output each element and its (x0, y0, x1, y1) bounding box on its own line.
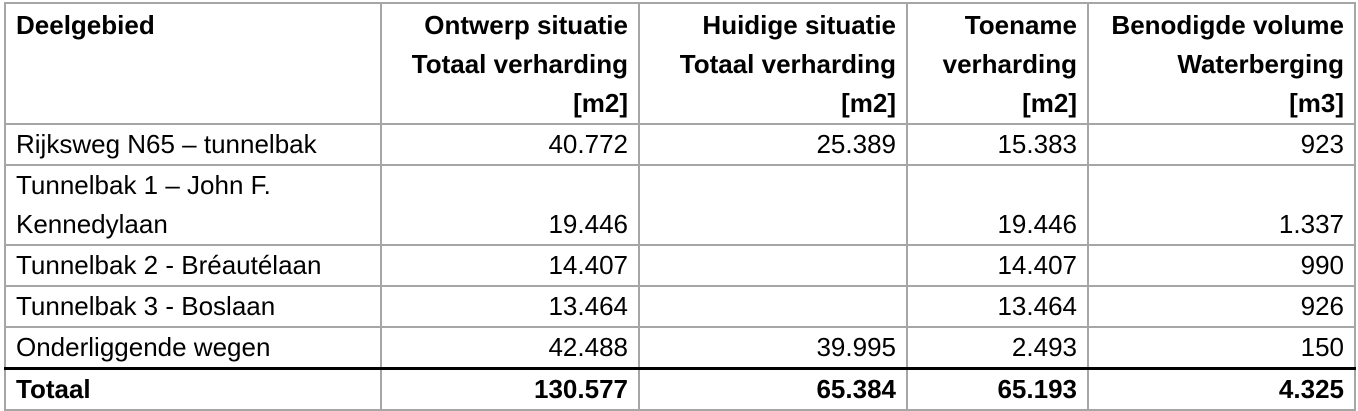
header-toename: Toename verharding [m2] (906, 2, 1089, 125)
header-line: [m2] (1022, 88, 1077, 118)
cell-ontwerp: 42.488 (380, 326, 640, 370)
water-storage-table: Deelgebied Ontwerp situatie Totaal verha… (4, 2, 1356, 411)
row-label-line: Kennedylaan (16, 209, 168, 239)
row-label: Rijksweg N65 – tunnelbak (4, 123, 382, 166)
cell-toename: 19.446 (906, 164, 1089, 246)
row-label: Tunnelbak 1 – John F. Kennedylaan (4, 164, 382, 246)
row-label-line: Rijksweg N65 – tunnelbak (16, 129, 317, 159)
row-label-line: Tunnelbak 3 - Boslaan (16, 291, 276, 321)
row-label: Onderliggende wegen (4, 326, 382, 370)
table-row: Tunnelbak 1 – John F. Kennedylaan 19.446… (4, 164, 1356, 246)
table-row: Tunnelbak 2 - Bréautélaan 14.407 14.407 … (4, 244, 1356, 287)
header-line: [m3] (1289, 88, 1344, 118)
cell-huidig (638, 164, 908, 246)
header-line: [m2] (841, 88, 896, 118)
cell-ontwerp: 14.407 (380, 244, 640, 287)
header-line: Deelgebied (16, 10, 155, 40)
header-line: [m2] (573, 88, 628, 118)
cell-huidig (638, 285, 908, 328)
row-label: Tunnelbak 2 - Bréautélaan (4, 244, 382, 287)
cell-toename: 2.493 (906, 326, 1089, 370)
row-label-line: Onderliggende wegen (16, 332, 271, 362)
total-volume: 4.325 (1087, 367, 1356, 411)
row-label: Tunnelbak 3 - Boslaan (4, 285, 382, 328)
header-ontwerp: Ontwerp situatie Totaal verharding [m2] (380, 2, 640, 125)
cell-ontwerp: 40.772 (380, 123, 640, 166)
cell-toename: 13.464 (906, 285, 1089, 328)
table-row: Rijksweg N65 – tunnelbak 40.772 25.389 1… (4, 123, 1356, 166)
total-row: Totaal 130.577 65.384 65.193 4.325 (4, 367, 1356, 411)
header-volume: Benodigde volume Waterberging [m3] (1087, 2, 1356, 125)
header-line: Totaal verharding (679, 49, 896, 79)
cell-toename: 14.407 (906, 244, 1089, 287)
cell-toename: 15.383 (906, 123, 1089, 166)
total-label: Totaal (4, 367, 382, 411)
table-row: Tunnelbak 3 - Boslaan 13.464 13.464 926 (4, 285, 1356, 328)
cell-huidig (638, 244, 908, 287)
row-label-line: Tunnelbak 2 - Bréautélaan (16, 250, 322, 280)
cell-volume: 990 (1087, 244, 1356, 287)
total-toename: 65.193 (906, 367, 1089, 411)
cell-huidig: 25.389 (638, 123, 908, 166)
total-huidig: 65.384 (638, 367, 908, 411)
header-huidig: Huidige situatie Totaal verharding [m2] (638, 2, 908, 125)
cell-huidig: 39.995 (638, 326, 908, 370)
table-row: Onderliggende wegen 42.488 39.995 2.493 … (4, 326, 1356, 370)
header-line: Ontwerp situatie (424, 10, 628, 40)
header-line: Waterberging (1177, 49, 1344, 79)
cell-ontwerp: 13.464 (380, 285, 640, 328)
cell-ontwerp: 19.446 (380, 164, 640, 246)
cell-volume: 1.337 (1087, 164, 1356, 246)
header-line: Benodigde volume (1111, 10, 1344, 40)
header-deelgebied: Deelgebied (4, 2, 382, 125)
header-line: Toename (964, 10, 1077, 40)
header-line: Huidige situatie (702, 10, 896, 40)
cell-volume: 923 (1087, 123, 1356, 166)
cell-volume: 150 (1087, 326, 1356, 370)
row-label-line: Tunnelbak 1 – John F. (16, 170, 271, 200)
total-ontwerp: 130.577 (380, 367, 640, 411)
header-line: Totaal verharding (411, 49, 628, 79)
cell-volume: 926 (1087, 285, 1356, 328)
header-row: Deelgebied Ontwerp situatie Totaal verha… (4, 2, 1356, 125)
header-line: verharding (942, 49, 1077, 79)
